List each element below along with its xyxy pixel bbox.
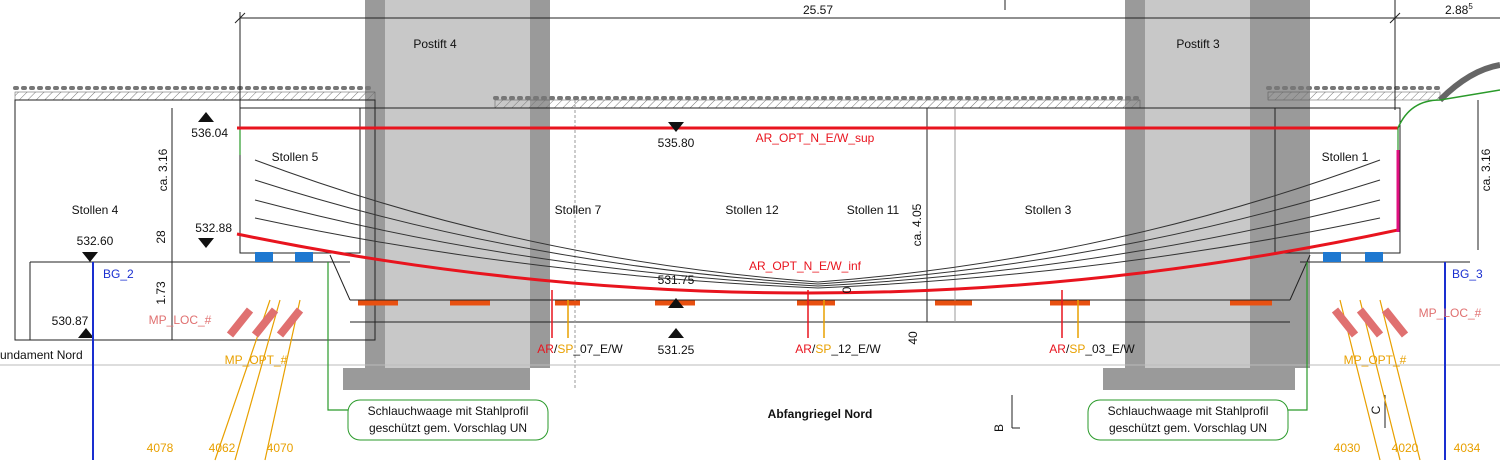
dimension: 2.885: [1445, 2, 1473, 17]
elevation: 532.88: [195, 221, 232, 235]
section-mark: C: [1369, 405, 1383, 414]
elevation: 535.80: [658, 136, 695, 150]
note: geschützt gem. Vorschlag UN: [369, 421, 527, 435]
dimension: 0: [840, 286, 854, 293]
dimension: ca. 4.05: [910, 203, 924, 246]
ar: AR: [1049, 342, 1066, 356]
suffix: _12_E/W: [830, 342, 881, 356]
ar: AR: [537, 342, 554, 356]
elevation: 532.60: [77, 234, 114, 248]
sep: /: [1066, 342, 1070, 356]
sensor-label: AR_OPT_N_E/W_sup: [756, 131, 875, 145]
pillar-label: Postift 3: [1176, 37, 1220, 51]
gallery: Stollen 1: [1322, 150, 1369, 164]
dimension: ca. 3.16: [1479, 148, 1493, 191]
sensor-label: BG_2: [103, 267, 134, 281]
dimension: 25.57: [803, 3, 833, 17]
dimension-sup: 5: [1468, 2, 1473, 11]
sensor-label: AR_OPT_N_E/W_inf: [749, 259, 862, 273]
ar: AR: [795, 342, 812, 356]
dimension: 2.88: [1445, 3, 1469, 17]
dimension: 40: [906, 331, 920, 345]
sp: SP: [815, 342, 831, 356]
sep: /: [554, 342, 558, 356]
gallery: Stollen 11: [847, 203, 900, 217]
elevation: 531.75: [658, 273, 695, 287]
section-mark: B: [992, 424, 1006, 432]
note: geschützt gem. Vorschlag UN: [1109, 421, 1267, 435]
gallery: Stollen 7: [555, 203, 602, 217]
dimension: 1.73: [154, 281, 168, 305]
sensor-label: MP_LOC_#: [1419, 306, 1482, 320]
title: Abfangriegel Nord: [768, 407, 873, 421]
dimension: ca. 3.16: [156, 148, 170, 191]
borehole: 4062: [209, 441, 236, 455]
suffix: _07_E/W: [572, 342, 623, 356]
ar-sp-label: AR/SP_07_E/W: [537, 342, 623, 356]
note: Schlauchwaage mit Stahlprofil: [368, 404, 529, 418]
borehole: 4034: [1454, 441, 1481, 455]
elevation: 530.87: [52, 314, 89, 328]
gallery: Stollen 5: [272, 150, 319, 164]
borehole: 4070: [267, 441, 294, 455]
borehole: 4030: [1334, 441, 1361, 455]
borehole: 4078: [147, 441, 174, 455]
structure: [0, 0, 1500, 461]
gallery: Stollen 12: [725, 203, 779, 217]
sp: SP: [557, 342, 573, 356]
suffix: _03_E/W: [1084, 342, 1135, 356]
gallery: Stollen 4: [72, 203, 119, 217]
pillar-label: Postift 4: [413, 37, 457, 51]
sensor-label: MP_OPT_#: [1344, 353, 1407, 367]
ar-sp-label: AR/SP_03_E/W: [1049, 342, 1135, 356]
note: Schlauchwaage mit Stahlprofil: [1108, 404, 1269, 418]
elevation: 531.25: [658, 343, 695, 357]
foundation: undament Nord: [0, 348, 83, 362]
ar-sp-label: AR/SP_12_E/W: [795, 342, 881, 356]
sensor-label: BG_3: [1452, 267, 1483, 281]
elevation: 536.04: [191, 126, 228, 140]
borehole: 4020: [1392, 441, 1419, 455]
labels: 25.57 2.885 Postift 4 Postift 3 536.04 5…: [0, 2, 1493, 455]
gallery: Stollen 3: [1025, 203, 1072, 217]
sensor-label: MP_LOC_#: [149, 313, 212, 327]
sp: SP: [1069, 342, 1085, 356]
sensor-label: MP_OPT_#: [225, 353, 288, 367]
dimension: 28: [154, 230, 168, 244]
sep: /: [812, 342, 816, 356]
